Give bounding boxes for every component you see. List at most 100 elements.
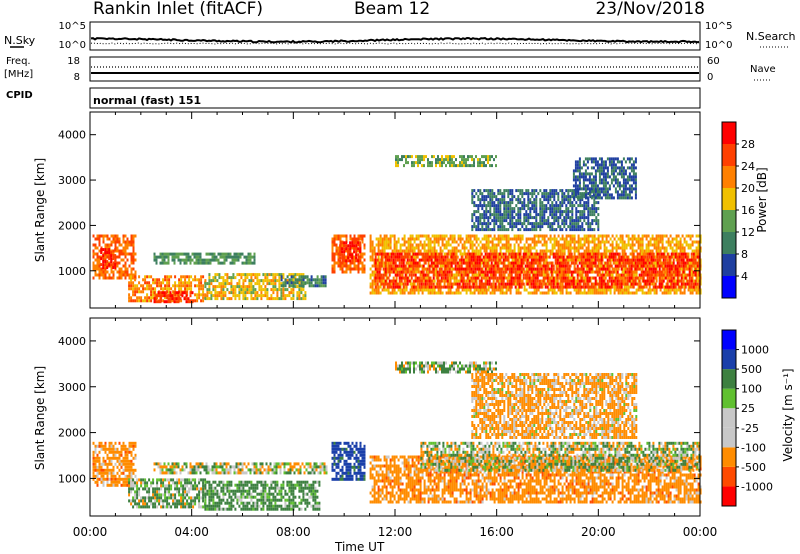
range-cell [351,256,354,260]
range-cell [449,234,452,238]
range-cell [663,246,666,250]
range-cell [534,267,537,271]
range-cell [175,255,178,259]
range-cell [595,243,598,247]
range-cell [621,234,624,238]
range-cell [629,291,632,295]
range-cell [668,267,671,271]
range-cell [270,273,273,277]
range-cell [561,252,564,256]
range-cell [495,237,498,241]
range-cell [230,291,233,295]
range-cell [173,252,176,256]
range-cell [560,267,563,271]
range-cell [699,249,702,253]
range-cell [185,252,188,256]
range-cell [302,273,305,277]
range-cell [641,288,644,292]
range-cell [355,241,358,245]
range-cell [624,279,627,283]
range-cell [188,278,191,282]
range-cell [296,273,299,277]
range-cell [663,270,666,274]
range-cell [453,240,456,244]
range-cell [278,276,281,280]
range-cell [460,279,463,283]
range-cell [625,285,628,289]
range-cell [439,291,442,295]
range-cell [525,249,528,253]
range-cell [130,278,133,282]
range-cell [477,237,480,241]
range-cell [341,256,344,260]
range-cell [379,291,382,295]
range-cell [563,240,566,244]
range-cell [465,279,468,283]
range-cell [596,255,599,259]
range-cell [294,276,297,280]
range-cell [394,252,397,256]
range-cell [577,234,580,238]
range-cell [508,285,511,289]
range-cell [548,261,551,265]
range-cell [373,258,376,262]
range-cell [651,282,654,286]
range-cell [424,258,427,262]
range-cell [647,288,650,292]
range-cell [462,267,465,271]
range-cell [148,299,151,303]
range-cell [485,243,488,247]
range-cell [165,291,168,295]
range-cell [655,246,658,250]
range-cell [514,267,517,271]
range-cell [361,234,364,238]
range-cell [159,255,162,259]
range-cell [258,285,261,289]
range-cell [210,294,213,298]
range-cell [600,273,603,277]
range-cell [630,252,633,256]
range-cell [468,261,471,265]
range-cell [670,267,673,271]
range-cell [106,246,109,250]
range-cell [620,255,623,259]
range-cell [450,264,453,268]
range-cell [460,285,463,289]
range-cell [128,299,131,303]
range-cell [452,252,455,256]
range-cell [480,276,483,280]
range-cell [661,246,664,250]
range-cell [472,276,475,280]
range-cell [559,252,562,256]
range-cell [300,291,303,295]
range-cell [94,237,97,241]
range-cell [429,243,432,247]
range-cell [648,285,651,289]
range-cell [521,246,524,250]
range-cell [232,291,235,295]
range-cell [130,296,133,300]
range-cell [492,267,495,271]
range-cell [427,243,430,247]
range-cell [363,264,366,268]
range-cell [222,285,225,289]
range-cell [566,270,569,274]
range-cell [645,243,648,247]
range-cell [387,264,390,268]
range-cell [572,270,575,274]
range-cell [158,281,161,285]
range-cell [204,285,207,289]
range-cell [542,267,545,271]
range-cell [537,261,540,265]
range-cell [351,237,354,241]
range-cell [118,243,121,247]
range-cell [389,261,392,265]
range-cell [104,234,107,238]
range-cell [512,267,515,271]
range-cell [687,234,690,238]
range-cell [379,240,382,244]
range-cell [559,246,562,250]
range-cell [441,237,444,241]
range-cell [343,250,346,254]
range-cell [144,287,147,291]
